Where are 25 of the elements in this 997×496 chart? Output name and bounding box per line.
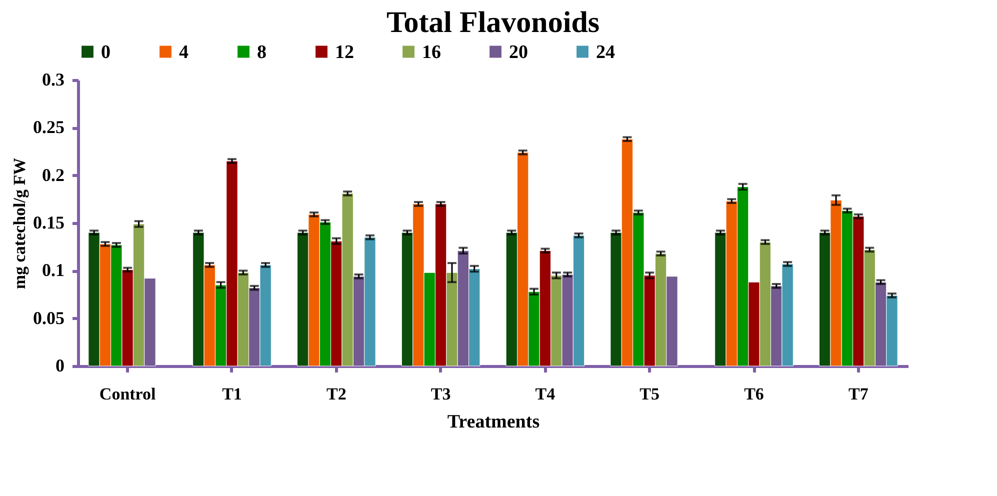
y-tick-label: 0.1 [42, 260, 64, 280]
legend-label: 4 [179, 42, 189, 63]
x-tick-label: T1 [222, 384, 242, 404]
x-tick-label: T6 [744, 384, 764, 404]
x-tick-label: Control [99, 384, 156, 404]
legend-label: 8 [257, 42, 266, 63]
chart-title: Total Flavonoids [386, 6, 600, 39]
x-tick-label: T4 [535, 384, 556, 404]
x-tick-label: T2 [326, 384, 346, 404]
y-tick-label: 0.05 [33, 308, 64, 328]
y-tick-label: 0.3 [42, 70, 64, 90]
y-tick-label: 0 [56, 356, 64, 376]
legend-label: 24 [596, 42, 616, 63]
y-axis-title: mg catechol/g FW [10, 158, 29, 290]
x-tick-label: T3 [430, 384, 451, 404]
y-tick-label: 0.15 [33, 212, 64, 232]
legend-label: 0 [101, 42, 110, 63]
x-axis-title: Treatments [447, 412, 540, 432]
legend-label: 12 [335, 42, 354, 63]
legend-label: 20 [509, 42, 528, 63]
x-tick-label: T5 [640, 384, 660, 404]
legend-label: 16 [422, 42, 441, 63]
y-tick-label: 0.25 [33, 117, 64, 138]
y-tick-label: 0.2 [42, 164, 64, 185]
x-tick-label: T7 [848, 384, 869, 404]
